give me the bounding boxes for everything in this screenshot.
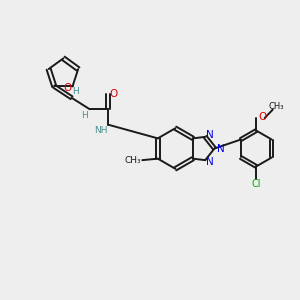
Text: N: N	[206, 157, 214, 166]
Text: H: H	[72, 87, 79, 96]
Text: N: N	[206, 130, 214, 140]
Text: O: O	[110, 88, 118, 99]
Text: CH₃: CH₃	[124, 156, 141, 165]
Text: O: O	[258, 112, 266, 122]
Text: H: H	[81, 111, 88, 120]
Text: N: N	[217, 143, 225, 154]
Text: CH₃: CH₃	[269, 102, 284, 111]
Text: O: O	[63, 83, 71, 93]
Text: NH: NH	[94, 125, 107, 134]
Text: Cl: Cl	[251, 179, 261, 189]
